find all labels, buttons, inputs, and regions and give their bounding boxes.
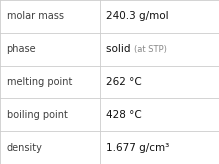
Text: 262 °C: 262 °C [106,77,142,87]
Text: molar mass: molar mass [7,11,64,21]
Text: melting point: melting point [7,77,72,87]
Text: boiling point: boiling point [7,110,67,120]
Text: 1.677 g/cm³: 1.677 g/cm³ [106,143,170,153]
Text: (at STP): (at STP) [134,45,167,54]
Text: solid: solid [106,44,137,54]
Text: 240.3 g/mol: 240.3 g/mol [106,11,169,21]
Text: phase: phase [7,44,36,54]
Text: density: density [7,143,42,153]
Text: 428 °C: 428 °C [106,110,142,120]
